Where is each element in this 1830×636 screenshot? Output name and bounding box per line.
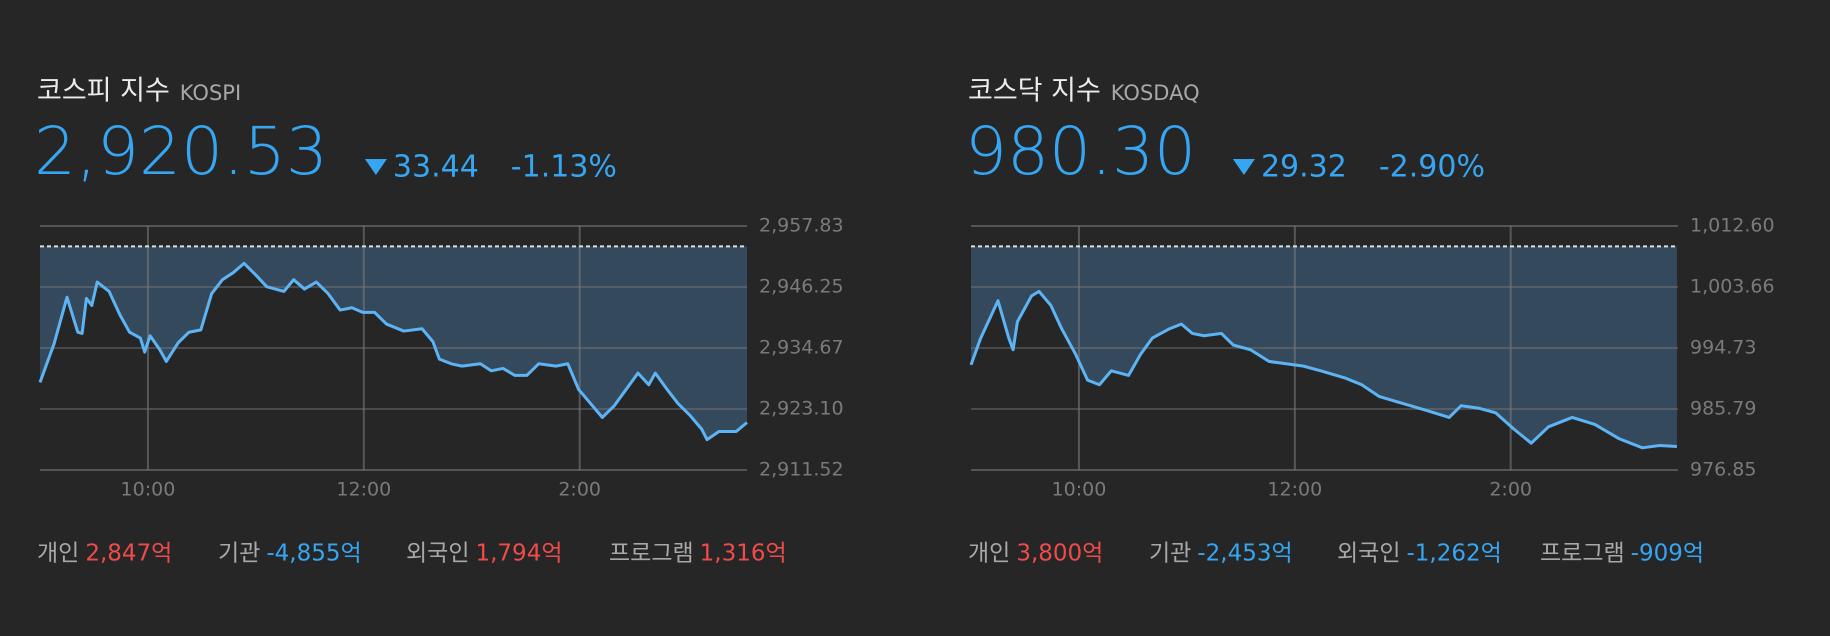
investor-label: 기관 <box>218 541 260 567</box>
index-value: 980.30 <box>965 113 1196 190</box>
y-tick-label: 2,911.52 <box>759 459 844 481</box>
investor-value: 1,316억 <box>700 541 787 567</box>
investor-label: 외국인 <box>406 541 469 567</box>
y-tick-label: 976.85 <box>1690 459 1756 481</box>
area <box>971 246 1677 448</box>
direction-icon <box>1232 159 1255 175</box>
y-tick-label: 985.79 <box>1690 397 1756 419</box>
line <box>969 289 1678 450</box>
investor-label: 개인 <box>37 541 79 567</box>
change-percent: -2.90% <box>1379 150 1485 185</box>
x-tick-label: 2:00 <box>1489 479 1532 501</box>
investor-label: 프로그램 <box>1540 541 1625 567</box>
x-tick-label: 12:00 <box>1267 479 1322 501</box>
investor-value: 3,800억 <box>1016 541 1103 567</box>
y-tick-label: 2,934.67 <box>759 337 844 359</box>
x-tick-label: 2:00 <box>558 479 601 501</box>
investor-label: 기관 <box>1149 541 1191 567</box>
y-tick-label: 1,003.66 <box>1690 276 1775 298</box>
panel: 코스피 지수 KOSPI 2,920.53 33.44 -1.13% 2,957.83 2,… <box>34 76 844 567</box>
index-title: 코스닥 지수 <box>968 76 1101 107</box>
index-code: KOSDAQ <box>1111 81 1200 105</box>
investor-value: 1,794억 <box>475 541 562 567</box>
investor-label: 외국인 <box>1337 541 1400 567</box>
investor-label: 프로그램 <box>609 541 694 567</box>
line <box>38 261 748 442</box>
index-title: 코스피 지수 <box>37 76 170 107</box>
change-value: 33.44 <box>393 150 479 185</box>
investor-value: -909억 <box>1631 541 1704 567</box>
y-tick-label: 2,946.25 <box>759 276 844 298</box>
y-tick-label: 2,923.10 <box>759 397 844 419</box>
change-value: 29.32 <box>1261 150 1347 185</box>
index-value: 2,920.53 <box>34 113 328 190</box>
area <box>40 246 747 440</box>
investor-label: 개인 <box>968 541 1010 567</box>
y-tick-label: 1,012.60 <box>1690 215 1775 237</box>
direction-icon <box>364 159 387 175</box>
y-tick-label: 2,957.83 <box>759 215 844 237</box>
investor-value: -2,453억 <box>1197 541 1292 567</box>
y-tick-label: 994.73 <box>1690 336 1756 358</box>
investor-value: -1,262억 <box>1406 541 1501 567</box>
investor-value: 2,847억 <box>85 541 172 567</box>
index-code: KOSPI <box>180 81 241 105</box>
change-percent: -1.13% <box>511 150 617 185</box>
x-tick-label: 10:00 <box>1052 479 1107 501</box>
x-tick-label: 10:00 <box>121 479 176 501</box>
investor-value: -4,855억 <box>266 541 361 567</box>
panel: 코스닥 지수 KOSDAQ 980.30 29.32 -2.90% 1,012.60 1,0… <box>965 76 1775 567</box>
x-tick-label: 12:00 <box>336 479 391 501</box>
